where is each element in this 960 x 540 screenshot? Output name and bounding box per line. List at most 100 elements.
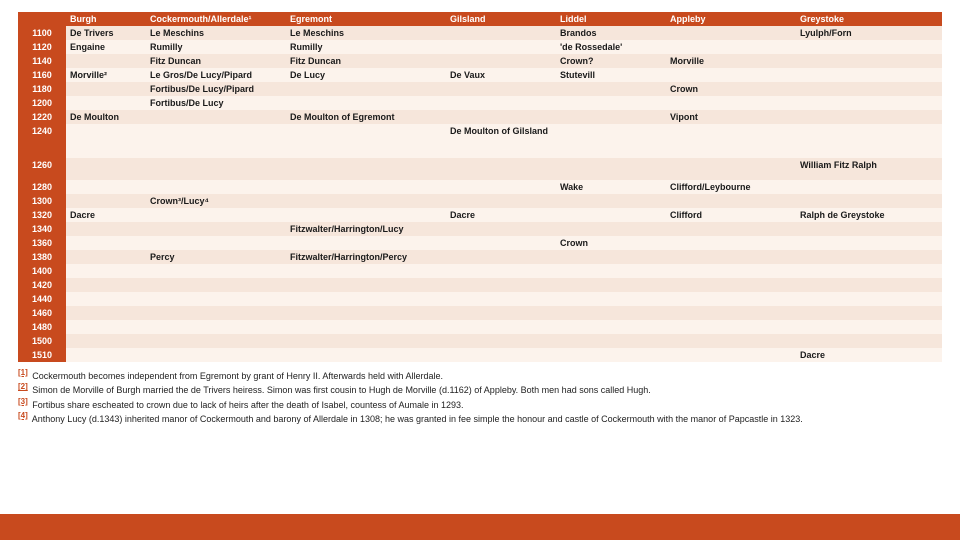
table-row: 1280WakeClifford/Leybourne [18, 180, 942, 194]
table-row: 1240De Moulton of Gilsland [18, 124, 942, 158]
footnote-line: [3] Fortibus share escheated to crown du… [18, 397, 942, 411]
table-cell [66, 82, 146, 96]
table-cell: Le Gros/De Lucy/Pipard [146, 68, 286, 82]
table-cell [666, 236, 796, 250]
table-cell [666, 278, 796, 292]
footnote-mark: [3] [18, 397, 28, 406]
footnote-line: [4] Anthony Lucy (d.1343) inherited mano… [18, 411, 942, 425]
table-cell [796, 40, 942, 54]
table-row: 1400 [18, 264, 942, 278]
table-cell [146, 222, 286, 236]
table-cell [66, 264, 146, 278]
table-cell [66, 250, 146, 264]
table-cell [796, 124, 942, 158]
table-cell [446, 292, 556, 306]
footnote-text: Fortibus share escheated to crown due to… [30, 400, 464, 410]
table-cell [66, 194, 146, 208]
table-row: 1500 [18, 334, 942, 348]
table-cell: Crown? [556, 54, 666, 68]
bottom-accent-bar [0, 514, 960, 540]
footnotes: [1] Cockermouth becomes independent from… [18, 368, 942, 425]
table-cell [66, 96, 146, 110]
table-cell [146, 320, 286, 334]
table-cell: Crown [666, 82, 796, 96]
table-cell [666, 320, 796, 334]
table-cell [796, 306, 942, 320]
table-cell: De Moulton [66, 110, 146, 124]
year-cell: 1460 [18, 306, 66, 320]
year-cell: 1140 [18, 54, 66, 68]
table-cell [286, 208, 446, 222]
table-cell [796, 236, 942, 250]
year-cell: 1100 [18, 26, 66, 40]
table-cell: De Moulton of Egremont [286, 110, 446, 124]
table-cell [146, 292, 286, 306]
table-cell [146, 208, 286, 222]
table-cell: Morville [666, 54, 796, 68]
table-cell [446, 54, 556, 68]
table-row: 1180Fortibus/De Lucy/PipardCrown [18, 82, 942, 96]
table-cell [556, 250, 666, 264]
col-burgh: Burgh [66, 12, 146, 26]
table-cell: 'de Rossedale' [556, 40, 666, 54]
table-cell [446, 82, 556, 96]
table-cell: Crown³/Lucy⁴ [146, 194, 286, 208]
table-row: 1100De TriversLe MeschinsLe MeschinsBran… [18, 26, 942, 40]
table-cell [446, 334, 556, 348]
table-cell [66, 278, 146, 292]
table-cell [286, 158, 446, 180]
table-cell [446, 348, 556, 362]
year-cell: 1340 [18, 222, 66, 236]
table-cell: Dacre [796, 348, 942, 362]
table-cell: Rumilly [146, 40, 286, 54]
table-cell: Fortibus/De Lucy/Pipard [146, 82, 286, 96]
table-cell [66, 306, 146, 320]
table-cell [666, 292, 796, 306]
col-year [18, 12, 66, 26]
year-cell: 1120 [18, 40, 66, 54]
year-cell: 1260 [18, 158, 66, 180]
footnote-text: Anthony Lucy (d.1343) inherited manor of… [30, 414, 803, 424]
table-cell: De Trivers [66, 26, 146, 40]
table-cell [66, 334, 146, 348]
table-cell [286, 292, 446, 306]
table-cell [556, 264, 666, 278]
table-cell [146, 180, 286, 194]
table-cell [666, 348, 796, 362]
table-cell [666, 222, 796, 236]
table-cell [66, 236, 146, 250]
col-cockermouth: Cockermouth/Allerdale¹ [146, 12, 286, 26]
table-row: 1360Crown [18, 236, 942, 250]
table-cell [286, 348, 446, 362]
table-cell [446, 40, 556, 54]
table-cell [66, 180, 146, 194]
table-cell [666, 68, 796, 82]
table-row: 1200Fortibus/De Lucy [18, 96, 942, 110]
table-cell [446, 250, 556, 264]
table-row: 1340Fitzwalter/Harrington/Lucy [18, 222, 942, 236]
table-cell [796, 222, 942, 236]
table-cell: Fitz Duncan [286, 54, 446, 68]
table-cell [446, 306, 556, 320]
table-cell [66, 320, 146, 334]
table-row: 1300Crown³/Lucy⁴ [18, 194, 942, 208]
table-row: 1260William Fitz Ralph [18, 158, 942, 180]
table-cell: Dacre [446, 208, 556, 222]
table-cell [146, 278, 286, 292]
table-cell: Le Meschins [286, 26, 446, 40]
year-cell: 1440 [18, 292, 66, 306]
table-cell: Wake [556, 180, 666, 194]
table-cell [796, 180, 942, 194]
table-cell: Crown [556, 236, 666, 250]
table-cell [286, 264, 446, 278]
table-cell [146, 334, 286, 348]
table-cell [666, 264, 796, 278]
table-cell [556, 82, 666, 96]
table-cell [146, 264, 286, 278]
year-cell: 1500 [18, 334, 66, 348]
table-cell: Dacre [66, 208, 146, 222]
table-cell [666, 334, 796, 348]
table-cell [796, 320, 942, 334]
col-greystoke: Greystoke [796, 12, 942, 26]
table-cell [796, 68, 942, 82]
